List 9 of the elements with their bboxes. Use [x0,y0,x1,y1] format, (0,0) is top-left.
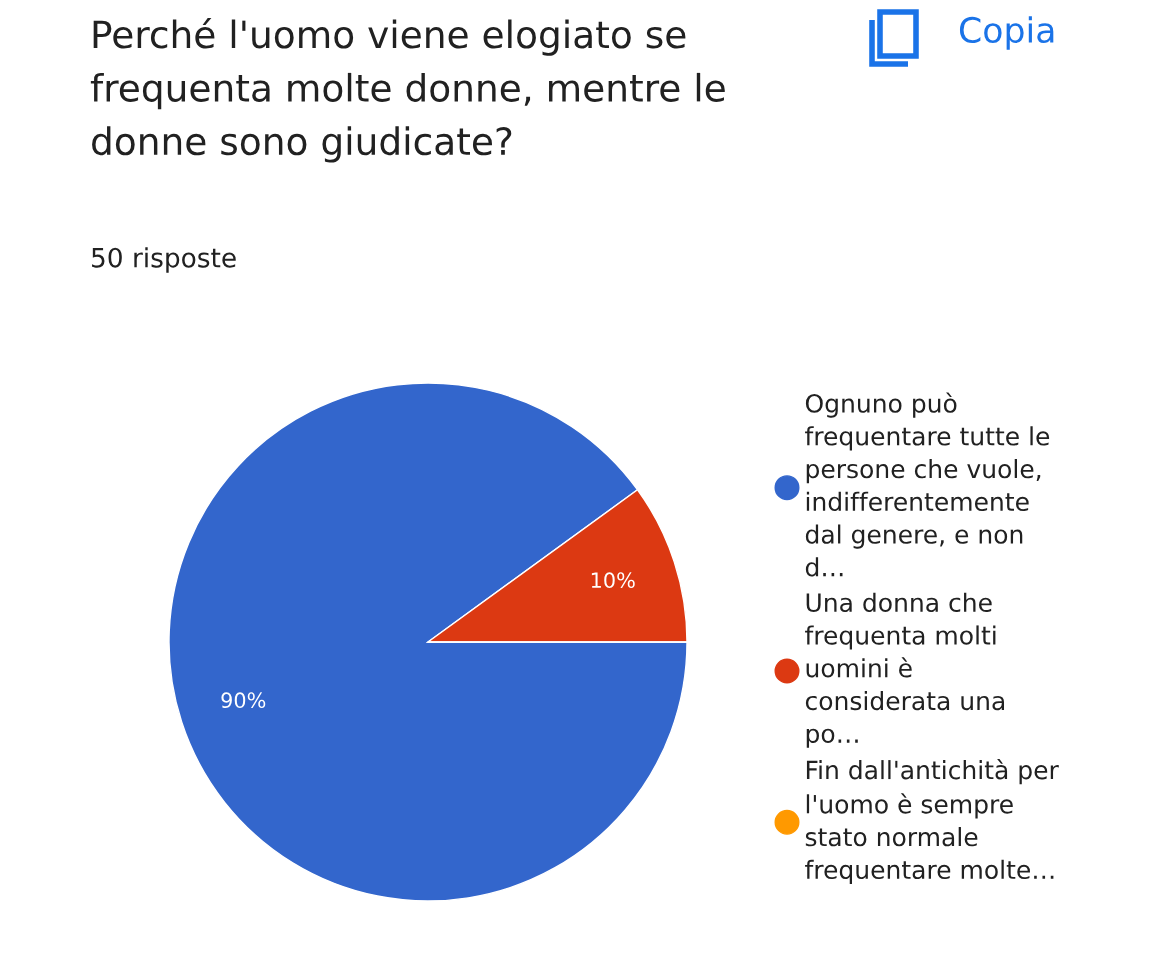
pie-slice [168,382,688,902]
legend-label: Ognuno può frequentare tutte le persone che vuole, indifferentemente dal genere, e non d… [805,392,1050,577]
text: Copia [959,16,1054,50]
data-label: 90% [221,692,266,709]
chart-title: Perché l'uomo viene elogiato se frequenta molte donne, mentre le donne sono giudicate? [90,18,725,163]
legend-label: Una donna che frequenta molti uomini è considerata una po… [805,592,1005,748]
chart-subtitle: 50 risposte [92,247,236,273]
legend-label: Fin dall'antichità per l'uomo è sempre stato normale frequentare molte… [805,759,1059,884]
data-label: 10% [591,572,635,589]
